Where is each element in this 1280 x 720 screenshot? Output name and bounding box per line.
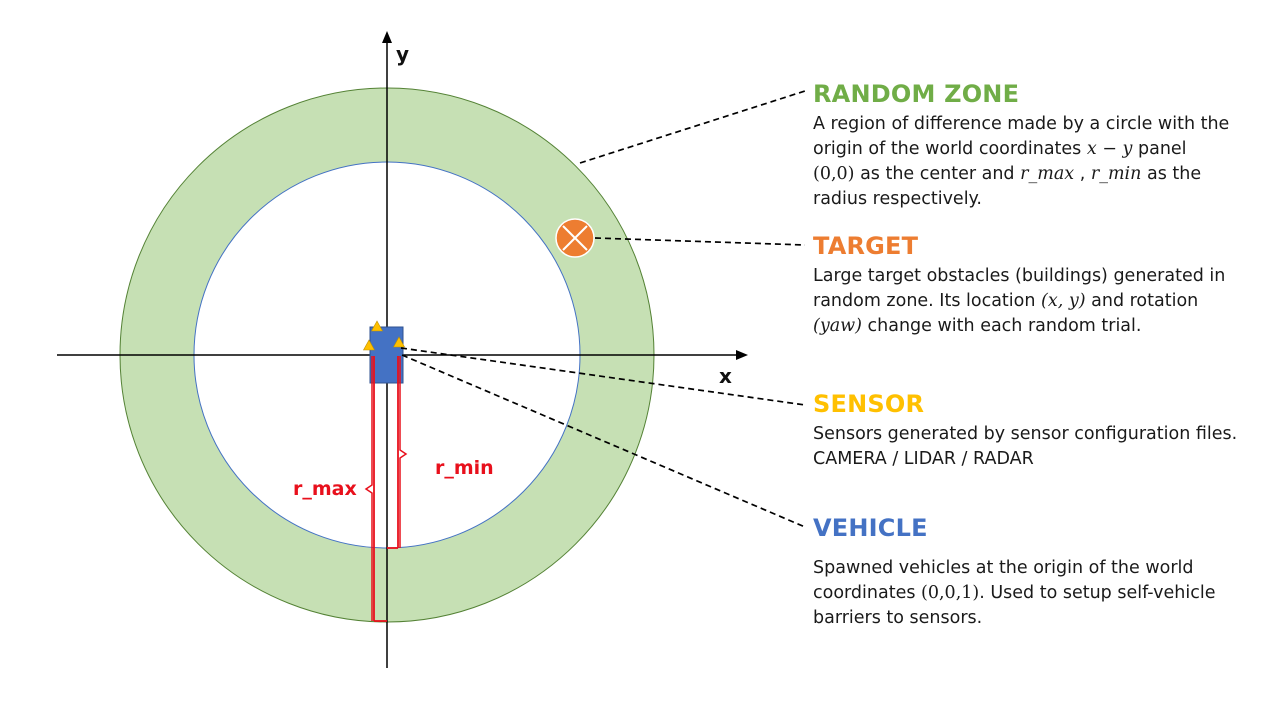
random-zone-line-2-post: panel (1132, 139, 1187, 159)
r-max-brace (364, 356, 373, 621)
random-zone-math-rmin: r_min (1090, 164, 1142, 184)
random-zone-section: RANDOM ZONE A region of difference made … (813, 80, 1273, 212)
r-min-brace (399, 356, 408, 548)
vehicle-line-2-post: . Used to setup self-vehicle (979, 583, 1216, 603)
random-zone-line-4: radius respectively. (813, 189, 982, 209)
leader-sensor (400, 347, 806, 406)
random-zone-math-rmax: r_max (1020, 164, 1075, 184)
target-cross-b (562, 225, 588, 251)
target-math-yaw: (yaw) (813, 316, 862, 336)
sensor-title: SENSOR (813, 390, 925, 418)
leader-random-zone (579, 90, 806, 164)
random-zone-line-3: (0,0) as the center and r_max , r_min as… (813, 162, 1273, 187)
random-zone-line-2-pre: origin of the world coordinates (813, 139, 1087, 159)
y-axis-label: y (396, 42, 409, 66)
target-description: Large target obstacles (buildings) gener… (813, 264, 1273, 339)
target-math-location: (x, y) (1041, 291, 1086, 311)
sensor-line-2: CAMERA / LIDAR / RADAR (813, 449, 1034, 469)
random-zone-math-origin: (0,0) (813, 164, 855, 184)
vehicle-title: VEHICLE (813, 514, 928, 542)
r-min-label: r_min (435, 457, 494, 479)
target-line-3: (yaw) change with each random trial. (813, 314, 1273, 339)
vehicle-description: Spawned vehicles at the origin of the wo… (813, 556, 1273, 631)
random-zone-line-3-mid: as the center and (854, 164, 1021, 184)
target-line-2: random zone. Its location (x, y) and rot… (813, 289, 1273, 314)
target-line-2-post: and rotation (1085, 291, 1199, 311)
target-line-1: Large target obstacles (buildings) gener… (813, 266, 1226, 286)
random-zone-line-2: origin of the world coordinates x − y pa… (813, 137, 1273, 162)
r-max-label: r_max (293, 478, 357, 500)
random-zone-line-3-post: as the (1141, 164, 1202, 184)
random-zone-line-3-sep: , (1074, 164, 1091, 184)
sensor-triangle-left (362, 339, 376, 351)
sensor-line-1: Sensors generated by sensor configuratio… (813, 424, 1238, 444)
vehicle-line-3: barriers to sensors. (813, 608, 983, 628)
vehicle-line-2: coordinates (0,0,1). Used to setup self-… (813, 581, 1273, 606)
random-zone-title: RANDOM ZONE (813, 80, 1020, 108)
sensor-triangle-top (370, 320, 384, 332)
x-axis-arrow (736, 350, 748, 360)
sensor-description: Sensors generated by sensor configuratio… (813, 422, 1273, 472)
target-line-3-post: change with each random trial. (861, 316, 1142, 336)
vehicle-line-1: Spawned vehicles at the origin of the wo… (813, 558, 1194, 578)
leader-target (594, 237, 806, 246)
vehicle-line-2-pre: coordinates (813, 583, 922, 603)
target-title: TARGET (813, 232, 919, 260)
vehicle-math-origin: (0,0,1) (921, 583, 980, 603)
random-zone-description: A region of difference made by a circle … (813, 112, 1273, 212)
vehicle-section: VEHICLE Spawned vehicles at the origin o… (813, 514, 1273, 631)
sensor-triangle-right (392, 336, 406, 348)
x-axis-label: x (719, 364, 732, 388)
sensor-section: SENSOR Sensors generated by sensor confi… (813, 390, 1273, 472)
y-axis-arrow (382, 31, 392, 43)
random-zone-line-1: A region of difference made by a circle … (813, 114, 1230, 134)
target-section: TARGET Large target obstacles (buildings… (813, 232, 1273, 339)
target-line-2-pre: random zone. Its location (813, 291, 1042, 311)
leader-vehicle (401, 354, 806, 528)
random-zone-math-xy: x − y (1086, 139, 1133, 159)
